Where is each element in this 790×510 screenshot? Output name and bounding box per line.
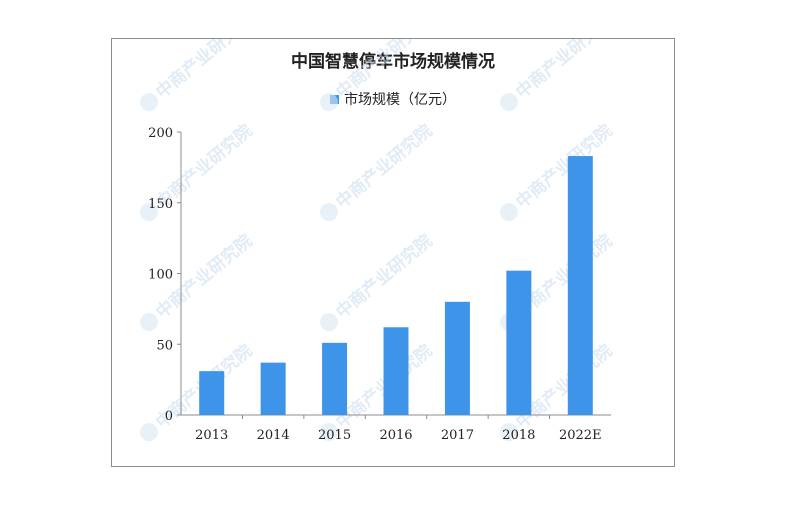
watermark-0: 中商产业研究院 (139, 39, 257, 112)
watermark-logo-icon (319, 203, 338, 222)
watermark-logo-icon (319, 93, 338, 112)
watermark-1: 中商产业研究院 (319, 39, 437, 112)
watermark-logo-icon (139, 203, 158, 222)
watermark-2: 中商产业研究院 (499, 39, 617, 112)
x-tick-label: 2013 (195, 428, 228, 443)
x-tick-label: 2015 (318, 428, 351, 443)
watermark-7: 中商产业研究院 (319, 230, 437, 332)
watermark-logo-icon (499, 93, 518, 112)
watermark-logo-icon (139, 313, 158, 332)
watermark-text: 中商产业研究院 (512, 39, 617, 103)
chart-title: 中国智慧停车市场规模情况 (291, 52, 495, 72)
watermark-logo-icon (319, 423, 338, 442)
y-tick-label: 50 (156, 338, 173, 353)
x-tick-label: 2022E (559, 428, 602, 443)
chart-frame: 中国智慧停车市场规模情况 市场规模（亿元） 中商产业研究院 中商产业研究院 中商产业… (111, 38, 675, 467)
watermark-logo-icon (139, 423, 158, 442)
watermark-logo-icon (319, 313, 338, 332)
watermark-4: 中商产业研究院 (319, 120, 437, 222)
watermark-text: 中商产业研究院 (512, 120, 617, 213)
bar-2018 (506, 270, 532, 415)
y-tick-label: 100 (148, 268, 173, 283)
x-tick-label: 2017 (441, 428, 474, 443)
bar-2022E (567, 156, 593, 415)
watermark-text: 中商产业研究院 (332, 39, 437, 103)
x-tick-label: 2018 (502, 428, 535, 443)
y-tick-label: 150 (148, 197, 173, 212)
watermark-5: 中商产业研究院 (499, 120, 617, 222)
watermark-text: 中商产业研究院 (152, 39, 257, 103)
x-tick-label: 2014 (257, 428, 290, 443)
x-tick-label: 2016 (379, 428, 412, 443)
y-tick-label: 200 (148, 126, 173, 141)
watermark-logo-icon (499, 203, 518, 222)
bar-2014 (260, 362, 286, 415)
y-tick-label: 0 (165, 409, 173, 424)
watermark-text: 中商产业研究院 (332, 230, 437, 323)
bar-2013 (199, 371, 225, 415)
legend-label: 市场规模（亿元） (344, 92, 456, 108)
watermark-logo-icon (139, 93, 158, 112)
bar-2016 (383, 327, 409, 415)
watermark-logo-icon (499, 423, 518, 442)
watermark-6: 中商产业研究院 (139, 230, 256, 332)
bar-2017 (444, 301, 470, 415)
bar-2015 (322, 342, 348, 415)
watermark-text: 中商产业研究院 (332, 120, 437, 213)
